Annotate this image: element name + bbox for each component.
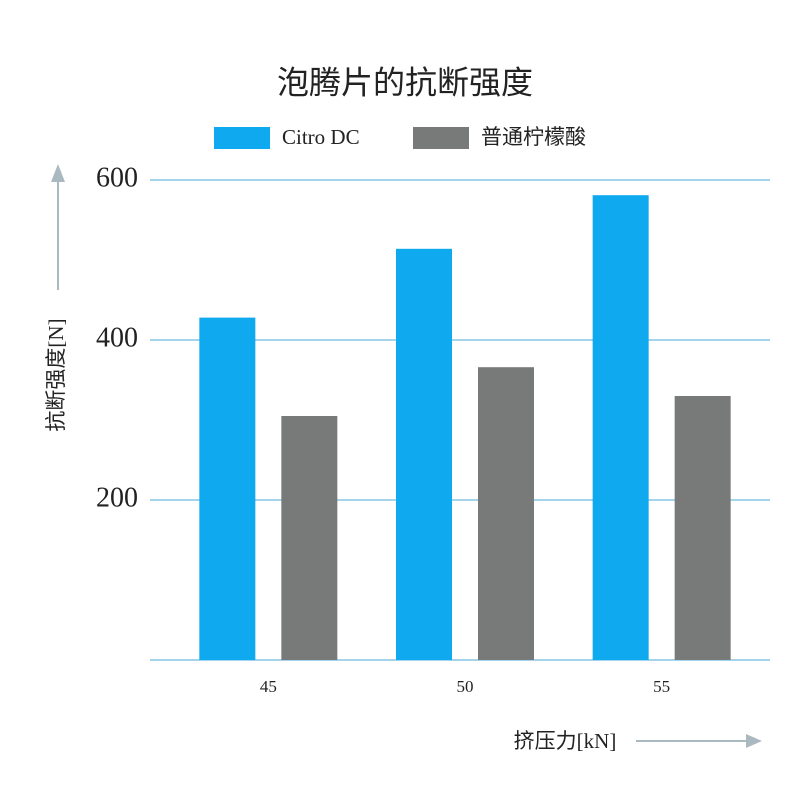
legend-label: 普通柠檬酸 bbox=[481, 125, 586, 149]
y-arrow-head bbox=[51, 164, 65, 182]
x-tick-label: 45 bbox=[260, 677, 277, 696]
legend-swatch bbox=[413, 127, 469, 149]
y-tick-label: 400 bbox=[96, 322, 138, 353]
x-tick-label: 50 bbox=[457, 677, 474, 696]
bar bbox=[592, 195, 649, 660]
bar bbox=[478, 367, 534, 660]
chart-title: 泡腾片的抗断强度 bbox=[277, 64, 533, 100]
bar bbox=[396, 248, 452, 661]
y-axis-label: 抗断强度[N] bbox=[44, 318, 68, 431]
x-axis-label: 挤压力[kN] bbox=[514, 729, 617, 753]
bar bbox=[281, 416, 338, 660]
y-tick-label: 600 bbox=[96, 162, 138, 193]
x-tick-label: 55 bbox=[653, 677, 670, 696]
legend-label: Citro DC bbox=[282, 125, 360, 149]
x-arrow-head bbox=[746, 734, 762, 748]
bar bbox=[199, 317, 256, 660]
legend-swatch bbox=[214, 127, 270, 149]
y-tick-label: 200 bbox=[96, 482, 138, 513]
bar bbox=[674, 396, 731, 660]
